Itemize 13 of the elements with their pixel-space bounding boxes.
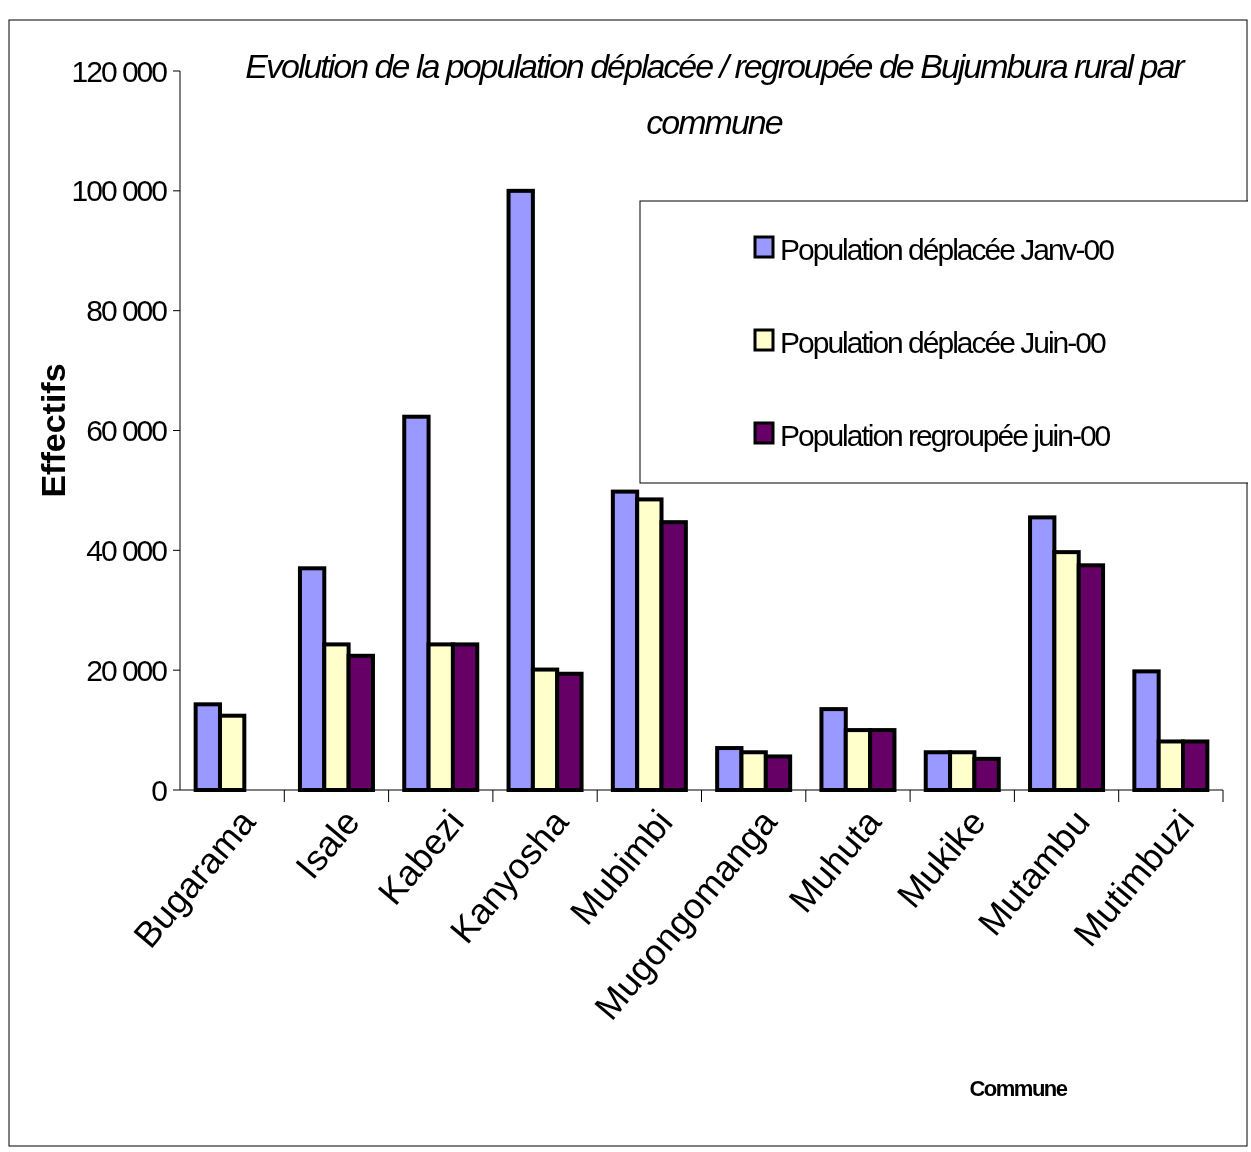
y-tick-label: 60 000 [86, 414, 168, 447]
x-axis-title: Commune [969, 1076, 1068, 1101]
y-tick-label: 100 000 [71, 174, 168, 208]
legend-label: Population déplacée Juin-00 [780, 325, 1106, 359]
chart-title: Evolution de la population déplacée / regroupée de Bujumbura rural par commune [245, 47, 1187, 141]
legend-label: Population regroupée juin-00 [780, 418, 1111, 452]
y-tick-label: 40 000 [86, 533, 168, 567]
y-tick-label: 0 [151, 773, 168, 807]
y-axis-title: Effectifs [34, 363, 72, 498]
y-tick-label: 20 000 [86, 653, 168, 687]
y-tick-label: 120 000 [71, 54, 168, 88]
legend-label: Population déplacée Janv-00 [780, 232, 1115, 266]
y-tick-label: 80 000 [86, 294, 168, 328]
